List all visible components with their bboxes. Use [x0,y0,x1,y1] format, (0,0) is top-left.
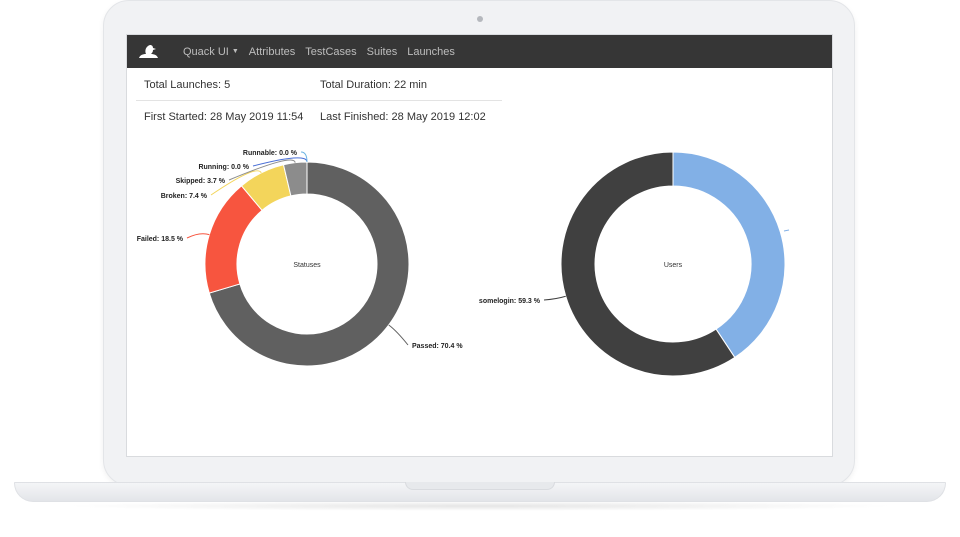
slice-skipped[interactable] [282,161,308,197]
slice-passed[interactable] [208,161,410,367]
stats-row: First Started: 28 May 2019 11:54 Last Fi… [136,101,502,132]
nav-testcases[interactable]: TestCases [305,45,357,58]
slice-failed[interactable] [204,185,263,294]
leader-line [388,324,409,346]
leader-line [783,229,790,232]
total-launches: Total Launches: 5 [144,78,231,91]
duck-logo-icon[interactable] [137,43,159,61]
chart-center-title: Statuses [293,262,321,269]
app-screen: Quack UI ▼ Attributes TestCases Suites L… [126,34,833,457]
statuses-donut-chart: Passed: 70.4 % Failed: 18.5 % Broken: 7.4 … [137,150,463,367]
last-finished: Last Finished: 28 May 2019 12:02 [320,110,486,123]
nav-quack-ui-dropdown[interactable]: Quack UI ▼ [183,46,239,58]
leader-line [252,157,308,167]
nav-attributes[interactable]: Attributes [248,45,296,58]
stats-row: Total Launches: 5 Total Duration: 22 min [136,69,502,101]
slice-somelogin[interactable] [560,151,736,377]
caret-down-icon: ▼ [231,48,239,55]
slice-other[interactable] [672,151,786,359]
camera-dot [477,16,483,22]
laptop-shadow [60,501,900,511]
nav-suites[interactable]: Suites [366,45,398,58]
users-donut-chart: somelogin: 59.3 % Users [479,151,790,377]
slice-label: Passed: 70.4 % [412,343,463,350]
total-duration: Total Duration: 22 min [320,78,427,91]
slice-label: Runnable: 0.0 % [243,150,298,157]
slice-label: Broken: 7.4 % [161,193,208,200]
slice-label: Failed: 18.5 % [137,236,184,243]
launch-stats: Total Launches: 5 Total Duration: 22 min… [136,69,502,132]
first-started: First Started: 28 May 2019 11:54 [144,110,304,123]
slice-label: somelogin: 59.3 % [479,298,541,305]
slice-label: Skipped: 3.7 % [176,178,226,185]
top-navbar: Quack UI ▼ Attributes TestCases Suites L… [127,35,832,68]
charts-canvas: Passed: 70.4 % Failed: 18.5 % Broken: 7.4 … [137,150,790,377]
nav-quack-ui-label: Quack UI [183,45,229,58]
slice-label: Running: 0.0 % [198,164,249,171]
leader-line [186,233,210,239]
leader-line [210,170,262,196]
nav-launches[interactable]: Launches [407,45,455,58]
leader-line [228,159,296,181]
laptop-notch [405,482,555,490]
chart-center-title: Users [664,262,683,269]
leader-line [300,151,308,163]
leader-line [543,295,566,301]
